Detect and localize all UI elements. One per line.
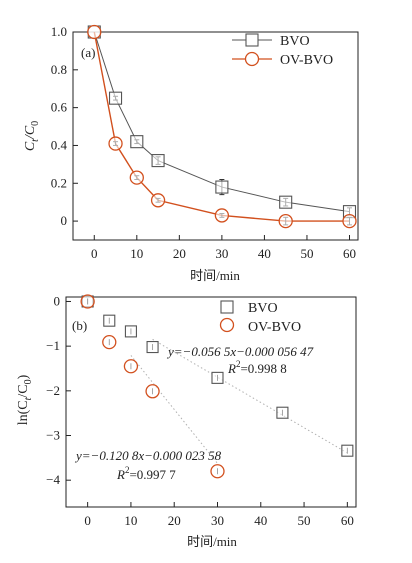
panel-b-xtick-label: 50 (298, 513, 311, 528)
panel-a-ytick-label: 0.2 (51, 175, 67, 190)
ovbvo-data-point (214, 208, 230, 223)
panel-b-label: (b) (72, 318, 87, 333)
bvo-data-point (215, 180, 229, 194)
panel-b-xtick-label: 10 (124, 513, 137, 528)
panel-b-series (80, 294, 354, 479)
panel-b-ytick-label: 0 (54, 293, 61, 308)
panel-a-ytick-label: 0.8 (51, 62, 67, 77)
panel-b-ytick-label: −4 (46, 472, 60, 487)
panel-b-ytick-label: −2 (46, 383, 60, 398)
ovbvo-data-point (129, 170, 144, 185)
panel-b-ylabel: ln(Ct/C0) (16, 374, 34, 425)
ovbvo-data-point (87, 24, 102, 40)
ovbvo-data-point (80, 294, 95, 309)
panel-a-ylabel: Ct/C0 (23, 121, 41, 151)
legend-b-bvo: BVO (248, 301, 278, 316)
panel-a-xlabel: 时间/min (190, 268, 240, 283)
panel-a-xtick-label: 10 (130, 246, 143, 261)
panel-b-xtick-label: 40 (254, 513, 267, 528)
panel-b-xtick-label: 0 (84, 513, 91, 528)
panel-a-xtick-label: 40 (258, 246, 271, 261)
ovbvo-fit-r2: R2=0.997 7 (116, 465, 176, 482)
ovbvo-data-point (278, 213, 293, 229)
panel-b-frame (65, 296, 357, 508)
ovbvo-data-point (108, 136, 123, 151)
panel-a-frame (72, 31, 359, 241)
panel-a-ytick-label: 0.4 (51, 137, 68, 152)
legend-b-ovbvo: OV-BVO (248, 320, 301, 335)
bvo-data-point (211, 371, 224, 384)
panel-a-xtick-label: 50 (300, 246, 313, 261)
bvo-data-point (108, 91, 123, 105)
ovbvo-fit-equation: y=−0.120 8x−0.000 023 58 (74, 448, 222, 463)
panel-a-xtick-label: 30 (215, 246, 228, 261)
panel-b-legend: BVO OV-BVO (219, 300, 301, 335)
bvo-data-point (124, 325, 137, 338)
legend-a-ovbvo: OV-BVO (280, 53, 333, 68)
ovbvo-data-point (123, 359, 139, 374)
panel-b-xtick-label: 30 (211, 513, 224, 528)
panel-b: 0 10 20 30 40 50 60 0 −1 −2 −3 −4 (b) 时间/min ln(Ct/… (16, 293, 357, 549)
panel-a-xtick-label: 20 (173, 246, 186, 261)
panel-a-ytick-label: 0.6 (51, 100, 68, 115)
bvo-data-point (103, 314, 116, 327)
panel-a-ticks: 0 10 20 30 40 50 60 0 0.2 0.4 0.6 0.8 1.0 (51, 24, 356, 261)
panel-b-ytick-label: −1 (46, 338, 60, 353)
panel-b-xtick-label: 60 (341, 513, 354, 528)
panel-b-fit-lines (130, 338, 348, 464)
bvo-data-point (341, 444, 354, 457)
bvo-fit-line (152, 338, 348, 454)
legend-a-bvo: BVO (280, 34, 310, 49)
ovbvo-data-point (145, 384, 160, 399)
ovbvo-data-point (150, 193, 166, 208)
ovbvo-fit-line (130, 355, 218, 464)
bvo-data-point (146, 340, 159, 354)
panel-a-legend: BVO OV-BVO (232, 33, 333, 68)
panel-b-ytick-label: −3 (46, 428, 60, 443)
ovbvo-data-point (102, 334, 117, 350)
panel-b-xlabel: 时间/min (187, 534, 237, 549)
bvo-data-point (130, 135, 144, 149)
ovbvo-data-point (210, 464, 225, 479)
bvo-data-point (276, 406, 289, 419)
panel-b-ticks: 0 10 20 30 40 50 60 0 −1 −2 −3 −4 (46, 293, 354, 528)
ovbvo-data-point (342, 213, 357, 229)
legend-ovbvo-marker (244, 51, 260, 67)
bvo-fit-equation: y=−0.056 5x−0.000 056 47 (166, 344, 314, 359)
bvo-fit-r2: R2=0.998 8 (227, 359, 287, 376)
legend-b-bvo-marker (220, 300, 234, 314)
panel-a-series (87, 24, 357, 229)
bvo-data-point (151, 154, 165, 168)
panel-a: 0 10 20 30 40 50 60 0 0.2 0.4 0.6 0.8 1.0 (a) 时间/min… (23, 24, 359, 283)
panel-a-ytick-label: 0 (61, 213, 68, 228)
legend-bvo-marker (245, 33, 259, 47)
panel-a-label: (a) (81, 45, 95, 60)
panel-a-ytick-label: 1.0 (51, 24, 67, 39)
panel-b-xtick-label: 20 (168, 513, 181, 528)
panel-a-xtick-label: 60 (343, 246, 356, 261)
bvo-data-point (279, 195, 293, 209)
legend-b-ovbvo-marker (219, 317, 235, 333)
panel-a-xtick-label: 0 (91, 246, 98, 261)
